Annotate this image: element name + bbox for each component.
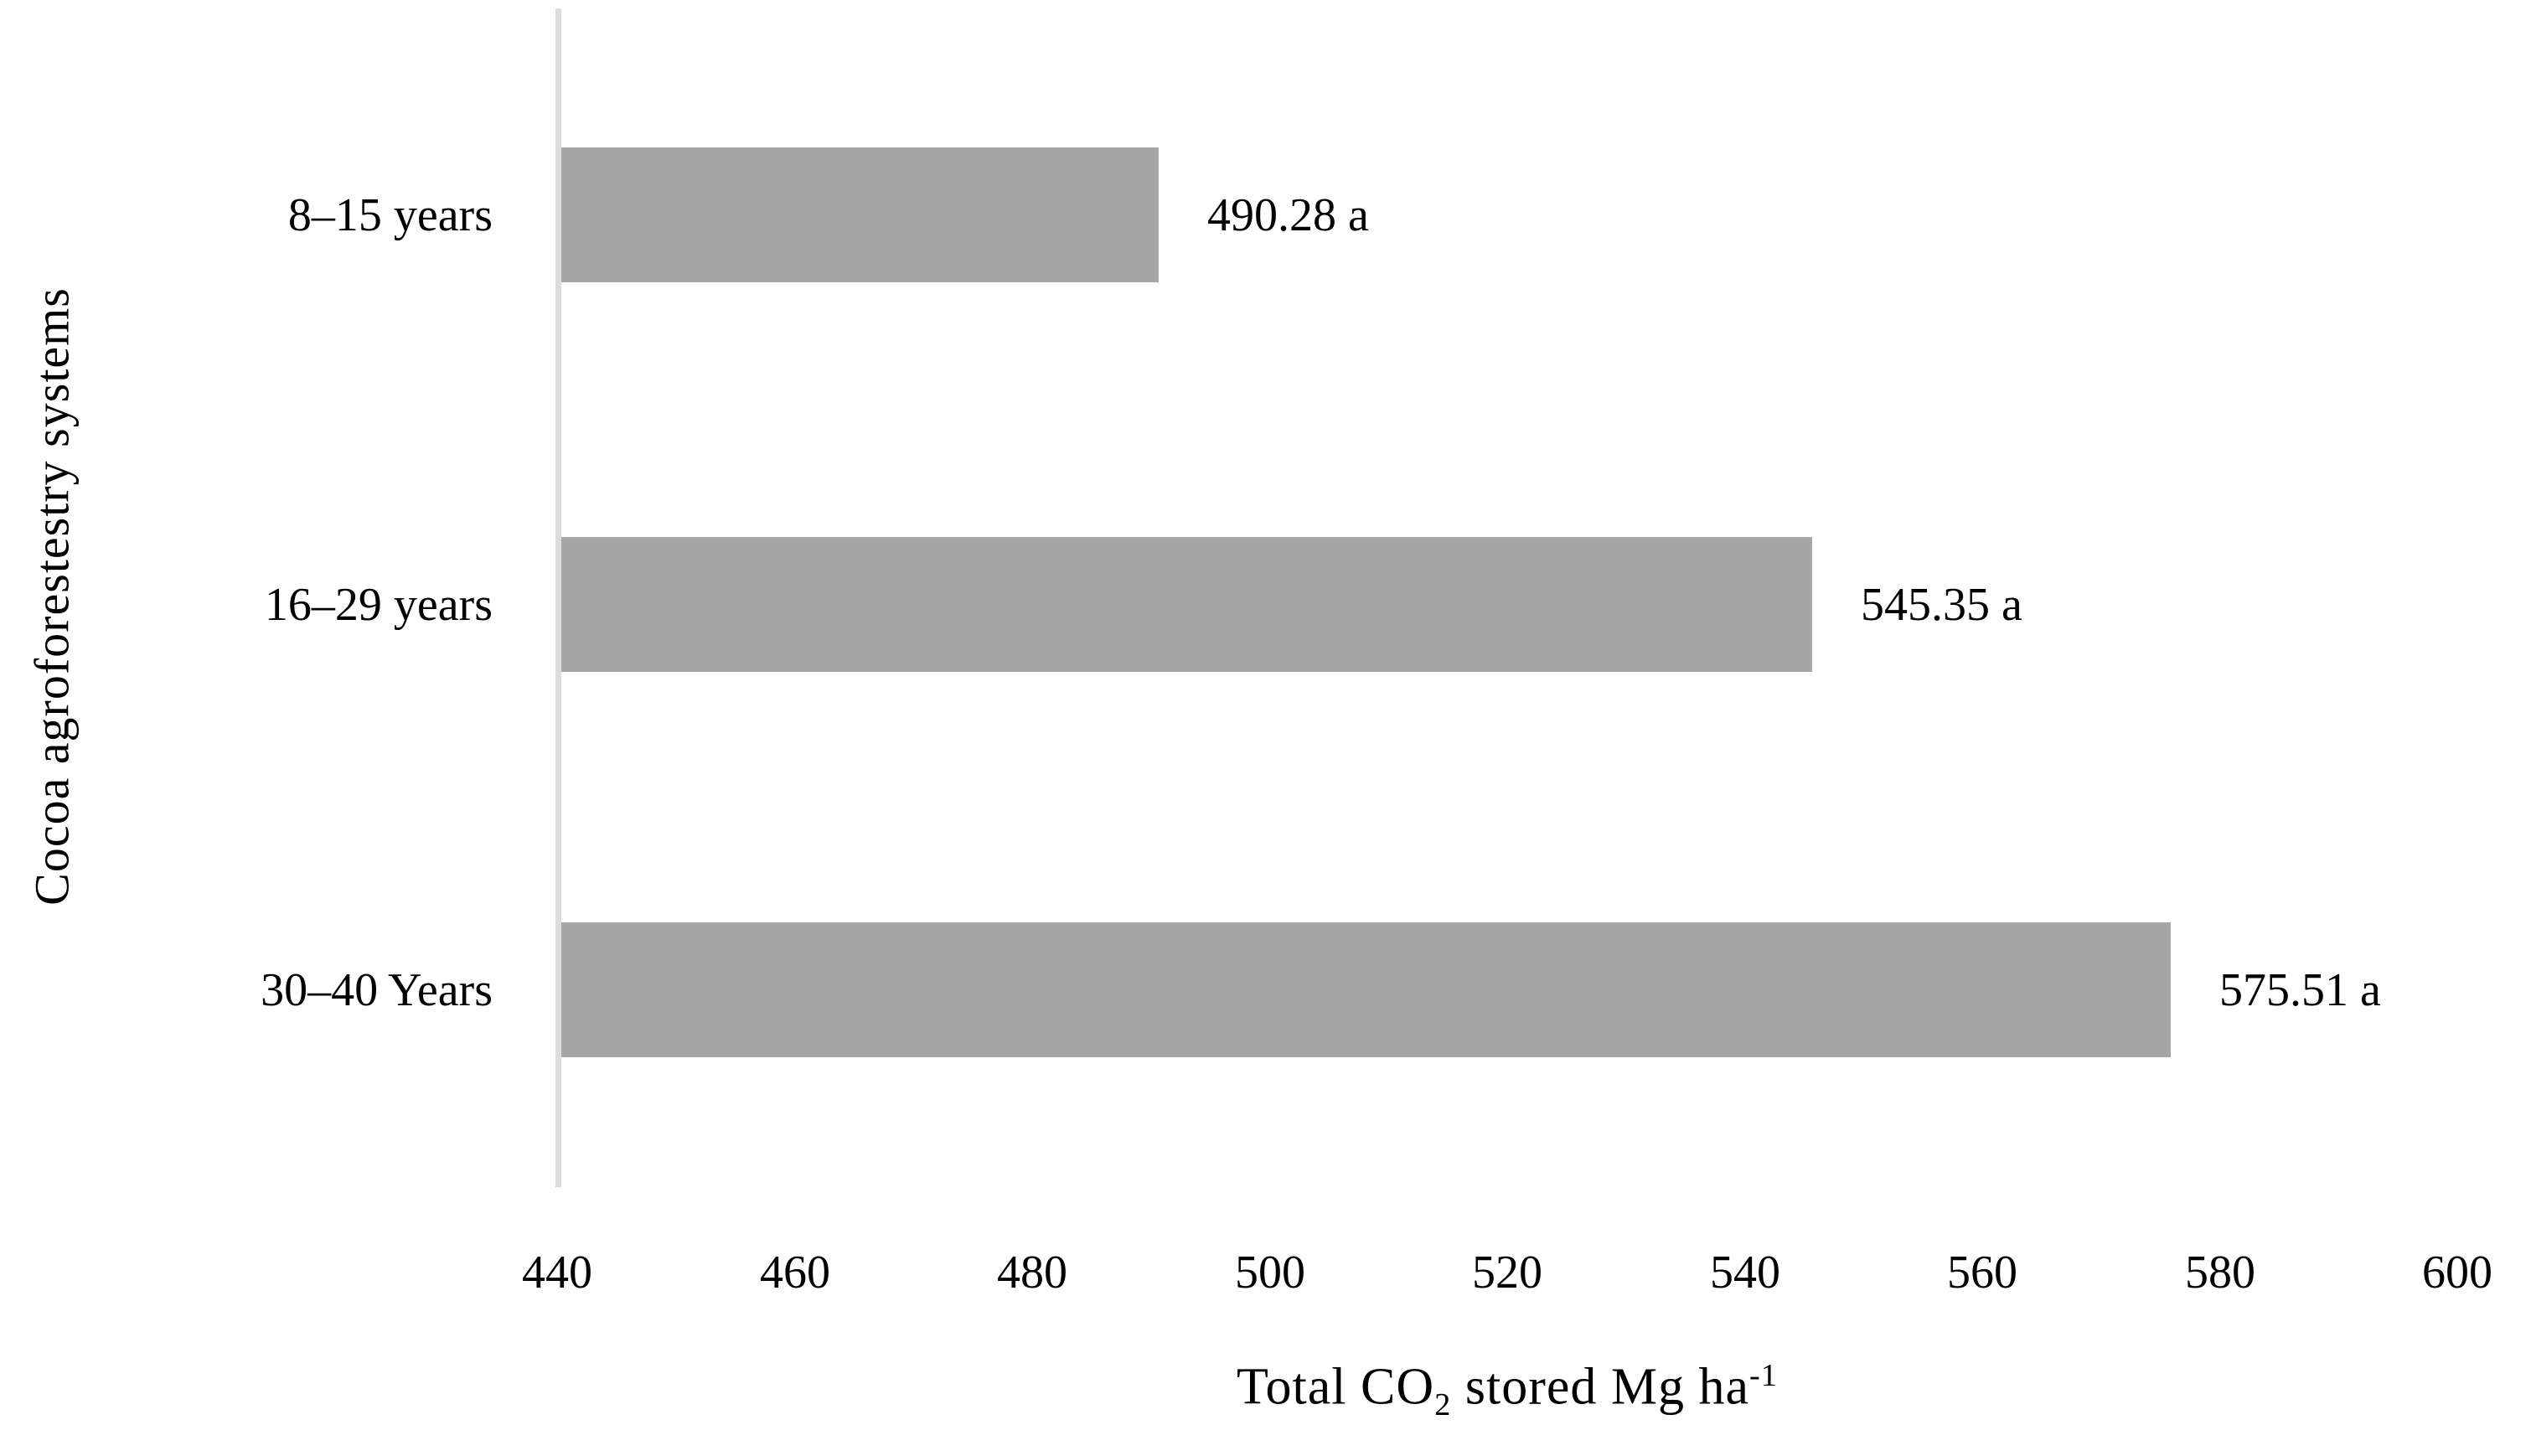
bar-value-label: 575.51 a <box>2219 963 2381 1016</box>
bar-value-label: 490.28 a <box>1207 188 1369 241</box>
x-axis-title: Total CO2 stored Mg ha-1 <box>1237 1357 1778 1423</box>
x-axis-title-subscript: 2 <box>1434 1387 1452 1423</box>
bar <box>561 537 1812 672</box>
x-axis-tick-label: 580 <box>2185 1247 2255 1299</box>
x-axis-title-text: stored Mg ha <box>1451 1358 1750 1416</box>
y-axis-line <box>555 8 561 1187</box>
category-label: 16–29 years <box>264 578 493 631</box>
bar-value-label: 545.35 a <box>1861 578 2022 631</box>
category-label: 30–40 Years <box>261 963 493 1016</box>
x-axis-tick-label: 440 <box>522 1247 592 1299</box>
x-axis-tick-label: 460 <box>760 1247 830 1299</box>
x-axis-tick-label: 560 <box>1947 1247 2017 1299</box>
y-axis-title: Cocoa agroforestestry systems <box>24 287 80 906</box>
x-axis-tick-label: 480 <box>997 1247 1067 1299</box>
x-axis-tick-label: 600 <box>2422 1247 2492 1299</box>
x-axis-tick-label: 520 <box>1472 1247 1542 1299</box>
bar <box>561 922 2171 1057</box>
x-axis-tick-label: 500 <box>1235 1247 1305 1299</box>
x-axis-tick-label: 540 <box>1710 1247 1780 1299</box>
bar <box>561 147 1159 282</box>
x-axis-title-text: Total CO <box>1236 1358 1435 1416</box>
x-axis-title-superscript: -1 <box>1749 1358 1779 1393</box>
category-label: 8–15 years <box>287 188 493 241</box>
